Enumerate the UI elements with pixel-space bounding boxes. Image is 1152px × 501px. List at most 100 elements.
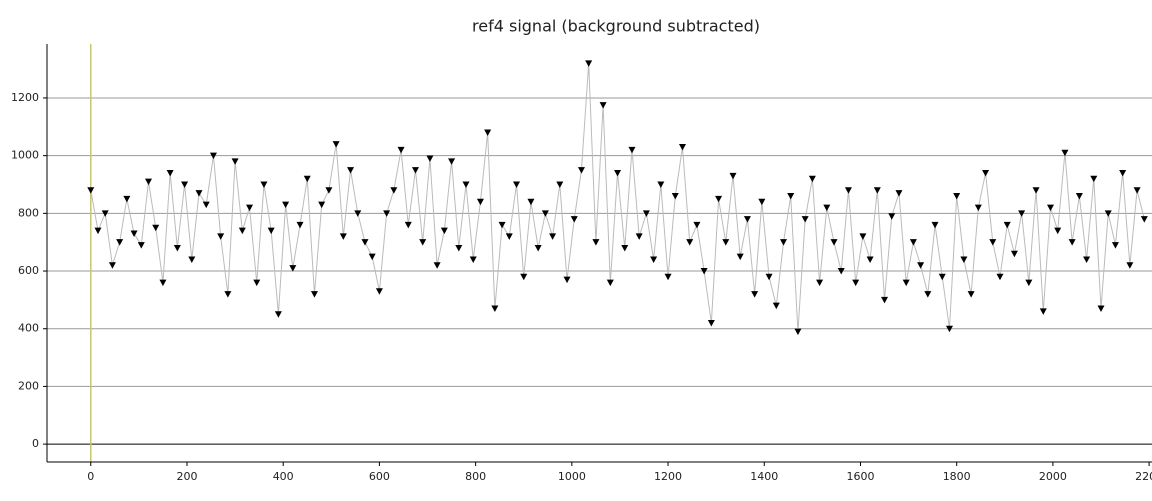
marker: [570, 216, 578, 223]
marker: [246, 204, 254, 212]
marker: [1003, 221, 1011, 229]
marker: [440, 227, 448, 235]
marker: [780, 239, 788, 246]
marker: [866, 256, 874, 263]
marker: [621, 244, 629, 252]
marker: [982, 169, 990, 177]
x-tick-label: 1000: [558, 470, 586, 483]
marker: [628, 146, 636, 154]
x-tick-label: 600: [369, 470, 390, 483]
marker: [700, 268, 708, 275]
marker: [339, 233, 347, 240]
x-tick-label: 400: [273, 470, 294, 483]
marker: [375, 288, 383, 295]
marker: [1097, 305, 1105, 313]
marker: [469, 256, 477, 263]
marker: [260, 181, 268, 188]
marker: [498, 221, 506, 229]
x-tick-label: 200: [176, 470, 197, 483]
marker: [1104, 210, 1112, 217]
y-tick-label: 800: [18, 206, 39, 219]
marker: [274, 311, 282, 318]
marker: [549, 233, 557, 240]
x-tick-label: 1600: [846, 470, 874, 483]
marker: [455, 244, 463, 252]
marker: [671, 193, 679, 200]
marker: [209, 152, 217, 160]
x-tick-label: 1400: [750, 470, 778, 483]
marker: [267, 227, 275, 235]
marker: [585, 60, 593, 67]
marker: [289, 265, 297, 272]
marker: [960, 256, 968, 263]
marker: [159, 279, 167, 287]
marker: [145, 178, 153, 186]
marker: [765, 273, 773, 281]
marker: [318, 201, 326, 209]
marker: [650, 256, 658, 263]
marker: [830, 239, 838, 246]
marker: [1054, 227, 1062, 235]
marker: [310, 291, 318, 298]
marker: [859, 233, 867, 240]
marker: [282, 201, 290, 209]
x-tick-label: 800: [465, 470, 486, 483]
y-tick-label: 600: [18, 264, 39, 277]
marker: [945, 325, 953, 333]
marker: [599, 102, 607, 109]
marker: [729, 172, 737, 180]
marker: [231, 158, 239, 165]
marker: [1119, 169, 1127, 177]
marker: [816, 279, 824, 287]
y-tick-label: 1200: [11, 91, 39, 104]
marker: [989, 239, 997, 246]
y-tick-label: 200: [18, 379, 39, 392]
marker: [476, 198, 484, 206]
marker: [801, 216, 809, 223]
marker: [642, 210, 650, 217]
marker: [325, 187, 333, 194]
marker: [787, 193, 795, 200]
marker: [217, 233, 225, 240]
marker: [895, 190, 903, 197]
marker: [1075, 193, 1083, 200]
marker: [736, 253, 744, 261]
x-tick-label: 2200: [1135, 470, 1152, 483]
marker: [296, 221, 304, 229]
marker: [123, 195, 131, 203]
marker: [931, 221, 939, 229]
marker: [592, 239, 600, 246]
marker: [1126, 262, 1134, 269]
marker: [556, 181, 564, 188]
marker: [108, 262, 116, 269]
marker: [635, 233, 643, 240]
marker: [448, 158, 456, 165]
marker: [166, 169, 174, 177]
marker: [541, 210, 549, 217]
marker: [426, 155, 434, 163]
marker: [722, 239, 730, 246]
marker: [404, 221, 412, 229]
marker: [715, 195, 723, 203]
marker: [844, 187, 852, 194]
marker: [743, 216, 751, 223]
marker: [368, 253, 376, 261]
marker: [1083, 256, 1091, 263]
marker: [419, 239, 427, 246]
marker: [238, 227, 246, 235]
marker: [195, 190, 203, 197]
marker: [534, 244, 542, 252]
marker: [1140, 216, 1148, 223]
marker: [303, 175, 311, 183]
marker: [938, 273, 946, 281]
marker: [707, 319, 715, 327]
marker: [1111, 242, 1119, 249]
marker: [1090, 175, 1098, 183]
marker: [101, 210, 109, 217]
marker: [202, 201, 210, 209]
marker: [794, 328, 802, 336]
marker: [751, 291, 759, 298]
marker: [577, 167, 585, 174]
x-tick-label: 1800: [943, 470, 971, 483]
